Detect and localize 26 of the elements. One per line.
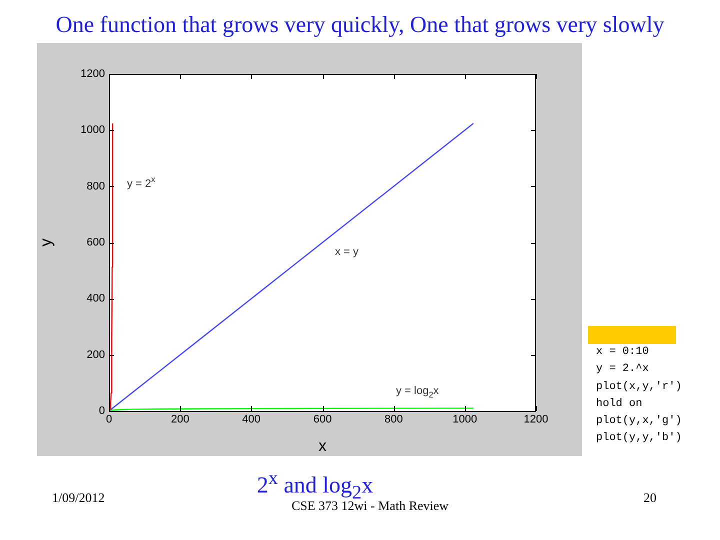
x-tick-label: 200	[170, 414, 190, 426]
text: 20	[642, 490, 658, 506]
y-axis-title: y	[38, 238, 56, 246]
text: hold on	[596, 398, 642, 410]
y-tick-label: 1200	[80, 68, 105, 80]
y-tick-label: 800	[86, 180, 105, 192]
text: plot(x,y,'r')	[596, 380, 682, 393]
annotation: x = y	[335, 246, 360, 258]
y-tick-label: 0	[98, 405, 105, 418]
y-tick-label: 400	[86, 292, 105, 305]
chart-title: One function that grows very quickly, One that grows very slowly	[54, 12, 666, 38]
y-tick-label: 200	[86, 348, 105, 361]
x-tick-label: 1000	[452, 414, 478, 426]
y-tick-label: 1000	[80, 124, 105, 136]
text: 1/09/2012	[52, 490, 105, 506]
text: x = 0:10	[596, 346, 649, 358]
text: plot(y,x,'g')	[596, 415, 682, 428]
x-tick-label: 400	[242, 414, 261, 426]
x-tick-label: 600	[313, 414, 332, 426]
x-axis-title: x	[318, 438, 326, 455]
x-tick-label: 1200	[524, 414, 548, 426]
text: CSE 373 12wi - Math Review	[290, 498, 450, 514]
y-tick-label: 600	[86, 236, 105, 249]
text: plot(y,y,'b')	[596, 432, 682, 444]
x-tick-label: 800	[384, 414, 403, 426]
text: y = 2.^x	[596, 363, 649, 376]
